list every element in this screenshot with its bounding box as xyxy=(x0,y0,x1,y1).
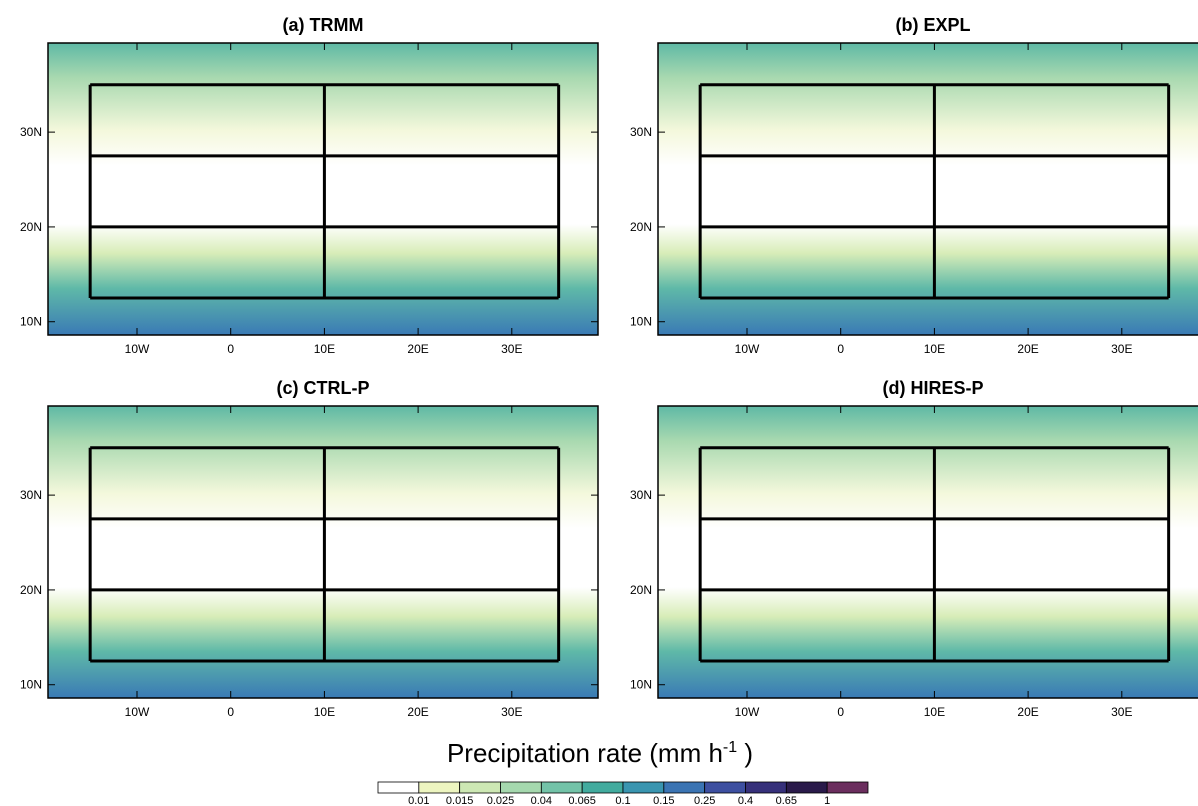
colorbar-swatch xyxy=(704,781,746,794)
colorbar-swatch xyxy=(377,781,420,794)
y-tick-label: 20N xyxy=(20,220,42,234)
colorbar-label: 0.04 xyxy=(531,795,552,806)
y-tick-label: 30N xyxy=(630,125,652,139)
y-tick-label: 10N xyxy=(630,678,652,692)
colorbar-swatch xyxy=(826,781,869,794)
x-tick-label: 0 xyxy=(837,705,844,719)
y-tick-label: 30N xyxy=(630,488,652,502)
precip-field xyxy=(658,406,1198,698)
panel-title: (b) EXPL xyxy=(896,15,971,35)
x-tick-label: 0 xyxy=(837,342,844,356)
colorbar-title-superscript: -1 xyxy=(723,739,737,756)
panel-frame xyxy=(657,42,1198,336)
x-tick-label: 10W xyxy=(125,705,150,719)
y-tick-label: 30N xyxy=(20,488,42,502)
panel-frame xyxy=(47,405,599,699)
y-tick-label: 10N xyxy=(20,678,42,692)
colorbar-label: 0.025 xyxy=(487,795,515,806)
colorbar-swatch xyxy=(418,781,461,794)
colorbar-label: 0.4 xyxy=(738,795,753,806)
colorbar-label: 0.065 xyxy=(568,795,596,806)
panel-title: (c) CTRL-P xyxy=(277,378,370,398)
x-tick-label: 10E xyxy=(924,705,945,719)
colorbar-swatch xyxy=(745,781,787,794)
panel-frame xyxy=(47,42,599,336)
y-tick-label: 20N xyxy=(630,583,652,597)
x-tick-label: 30E xyxy=(501,342,522,356)
precip-field xyxy=(658,43,1198,335)
y-tick-label: 20N xyxy=(20,583,42,597)
colorbar-swatch xyxy=(540,781,583,794)
colorbar-swatch xyxy=(785,781,828,794)
panel-title: (a) TRMM xyxy=(283,15,364,35)
x-tick-label: 10W xyxy=(735,705,760,719)
colorbar-label: 0.015 xyxy=(446,795,474,806)
x-tick-label: 30E xyxy=(1111,705,1132,719)
colorbar-label: 0.25 xyxy=(694,795,715,806)
y-tick-label: 10N xyxy=(20,315,42,329)
x-tick-label: 10E xyxy=(314,342,335,356)
y-tick-label: 30N xyxy=(20,125,42,139)
colorbar-swatch xyxy=(663,781,706,794)
colorbar-label: 0.01 xyxy=(408,795,429,806)
x-tick-label: 30E xyxy=(1111,342,1132,356)
x-tick-label: 20E xyxy=(1017,705,1038,719)
x-tick-label: 0 xyxy=(227,705,234,719)
colorbar-label: 0.1 xyxy=(615,795,630,806)
x-tick-label: 20E xyxy=(407,342,428,356)
colorbar-title-text: Precipitation rate (mm h xyxy=(447,738,723,768)
y-tick-label: 20N xyxy=(630,220,652,234)
x-tick-label: 20E xyxy=(1017,342,1038,356)
colorbar-label: 0.15 xyxy=(653,795,674,806)
panel-title: (d) HIRES-P xyxy=(883,378,984,398)
x-tick-label: 10E xyxy=(314,705,335,719)
panel-frame xyxy=(657,405,1198,699)
colorbar-title-close: ) xyxy=(737,738,753,768)
x-tick-label: 10E xyxy=(924,342,945,356)
x-tick-label: 10W xyxy=(735,342,760,356)
y-tick-label: 10N xyxy=(630,315,652,329)
colorbar-swatch xyxy=(500,781,542,794)
colorbar-swatch xyxy=(581,781,624,794)
x-tick-label: 20E xyxy=(407,705,428,719)
x-tick-label: 10W xyxy=(125,342,150,356)
colorbar-label: 1 xyxy=(824,795,830,806)
colorbar-label: 0.65 xyxy=(776,795,797,806)
x-tick-label: 0 xyxy=(227,342,234,356)
colorbar-swatch xyxy=(459,781,501,794)
x-tick-label: 30E xyxy=(501,705,522,719)
colorbar-swatch xyxy=(622,781,665,794)
colorbar-title: Precipitation rate (mm h-1 ) xyxy=(447,738,753,768)
